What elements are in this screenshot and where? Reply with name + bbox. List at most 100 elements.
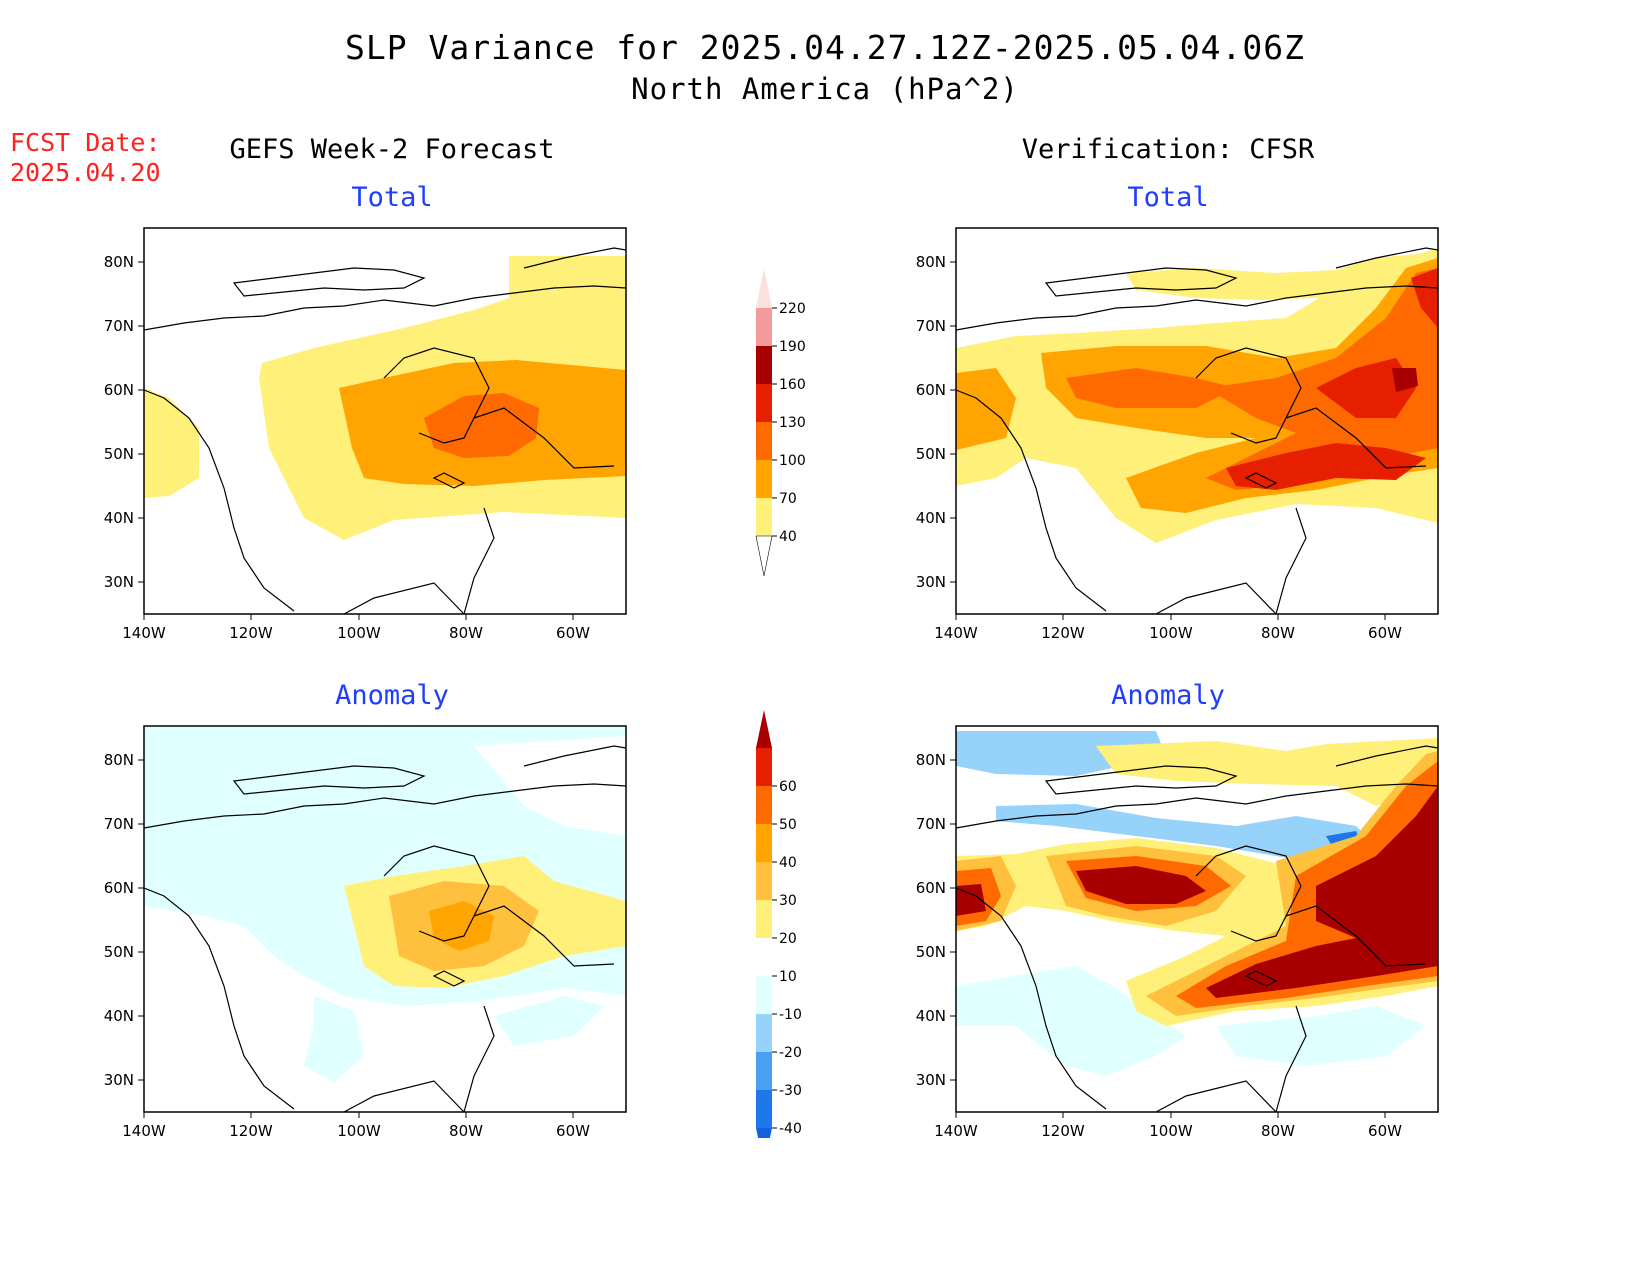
lat-label: 60N xyxy=(104,381,134,399)
colorbar-anomaly-box xyxy=(756,1052,772,1090)
lat-label: 80N xyxy=(916,751,946,769)
panel-title-verification-total: Total xyxy=(1127,182,1209,213)
colorbar-anomaly-box xyxy=(756,976,772,1014)
lon-label: 80W xyxy=(1261,1122,1295,1140)
lat-label: 60N xyxy=(916,879,946,897)
colorbar-anomaly-bottom-arrow xyxy=(756,1128,772,1138)
colorbar-anomaly-box xyxy=(756,938,772,976)
lat-label: 30N xyxy=(104,1071,134,1089)
fcst-date-label: FCST Date: xyxy=(10,128,161,157)
lat-label: 30N xyxy=(104,573,134,591)
lon-label: 120W xyxy=(229,624,273,642)
main-title: SLP Variance for 2025.04.27.12Z-2025.05.… xyxy=(345,28,1305,67)
lat-label: 70N xyxy=(916,317,946,335)
colorbar-anomaly-label: 40 xyxy=(779,855,797,871)
axes-verification-anomaly: 140W 120W 100W 80W 60W 80N 70N 60N 50N 40N 30N xyxy=(916,751,1402,1140)
lon-label: 80W xyxy=(449,624,483,642)
colorbar-total-label: 40 xyxy=(779,529,797,545)
lat-label: 60N xyxy=(104,879,134,897)
lat-label: 70N xyxy=(104,317,134,335)
colorbar-total-bottom-arrow xyxy=(755,535,773,577)
colorbar-anomaly: 60 50 40 30 20 10 -10 -20 -30 -40 xyxy=(756,710,802,1138)
colorbar-anomaly-top-arrow xyxy=(756,710,772,748)
colorbar-anomaly-label: 50 xyxy=(779,817,797,833)
colorbar-total-box xyxy=(756,308,772,346)
panel-title-forecast-total: Total xyxy=(351,182,433,213)
lat-label: 80N xyxy=(104,253,134,271)
colorbar-anomaly-box xyxy=(756,1090,772,1128)
lon-label: 140W xyxy=(934,1122,978,1140)
lon-label: 60W xyxy=(556,624,590,642)
lat-label: 30N xyxy=(916,573,946,591)
map-verification-anomaly xyxy=(955,725,1476,1136)
colorbar-total-label: 100 xyxy=(779,453,806,469)
lat-label: 50N xyxy=(104,445,134,463)
lon-label: 120W xyxy=(229,1122,273,1140)
colorbar-total-box xyxy=(756,460,772,498)
colorbar-total-label: 190 xyxy=(779,339,806,355)
lon-label: 100W xyxy=(337,624,381,642)
lon-label: 120W xyxy=(1041,1122,1085,1140)
colorbar-total-box xyxy=(756,422,772,460)
panel-title-forecast-anomaly: Anomaly xyxy=(335,680,449,711)
lat-label: 70N xyxy=(104,815,134,833)
lat-label: 30N xyxy=(916,1071,946,1089)
lon-label: 60W xyxy=(1368,624,1402,642)
colorbar-total-label: 70 xyxy=(779,491,797,507)
lat-label: 40N xyxy=(104,1007,134,1025)
lat-label: 80N xyxy=(916,253,946,271)
map-forecast-total xyxy=(143,227,664,638)
lat-label: 40N xyxy=(916,1007,946,1025)
map-verification-total xyxy=(955,227,1476,638)
colorbar-anomaly-box xyxy=(756,900,772,938)
colorbar-anomaly-label: 30 xyxy=(779,893,797,909)
lon-label: 80W xyxy=(1261,624,1295,642)
lat-label: 60N xyxy=(916,381,946,399)
colorbar-total-top-arrow xyxy=(756,268,772,308)
colorbar-total-label: 220 xyxy=(779,301,806,317)
lon-label: 140W xyxy=(122,1122,166,1140)
colorbar-total-box xyxy=(756,498,772,536)
colorbar-anomaly-box xyxy=(756,1014,772,1052)
colorbar-anomaly-label: 60 xyxy=(779,779,797,795)
colorbar-anomaly-label: 20 xyxy=(779,931,797,947)
lon-label: 100W xyxy=(1149,1122,1193,1140)
lon-label: 80W xyxy=(449,1122,483,1140)
colorbar-anomaly-box xyxy=(756,824,772,862)
colorbar-total-label: 160 xyxy=(779,377,806,393)
lon-label: 60W xyxy=(556,1122,590,1140)
panel-title-verification-anomaly: Anomaly xyxy=(1111,680,1225,711)
main-subtitle: North America (hPa^2) xyxy=(631,72,1019,106)
map-forecast-anomaly xyxy=(143,725,664,1136)
lat-label: 50N xyxy=(916,943,946,961)
axes-verification-total: 140W 120W 100W 80W 60W 80N 70N 60N 50N 40N 30N xyxy=(916,253,1402,642)
column-title-forecast: GEFS Week-2 Forecast xyxy=(229,134,555,165)
colorbar-anomaly-label: -10 xyxy=(779,1007,802,1023)
colorbar-anomaly-label: -40 xyxy=(779,1121,802,1137)
lat-label: 40N xyxy=(104,509,134,527)
fcst-date-value: 2025.04.20 xyxy=(10,158,161,187)
colorbar-anomaly-box xyxy=(756,786,772,824)
colorbar-total: 40 70 100 130 160 190 220 xyxy=(755,268,806,577)
column-title-verification: Verification: CFSR xyxy=(1021,134,1315,165)
colorbar-total-label: 130 xyxy=(779,415,806,431)
lon-label: 120W xyxy=(1041,624,1085,642)
lat-label: 70N xyxy=(916,815,946,833)
colorbar-total-box xyxy=(756,384,772,422)
lon-label: 100W xyxy=(337,1122,381,1140)
colorbar-anomaly-label: -30 xyxy=(779,1083,802,1099)
lat-label: 40N xyxy=(916,509,946,527)
lon-label: 140W xyxy=(934,624,978,642)
colorbar-anomaly-box xyxy=(756,862,772,900)
lon-label: 100W xyxy=(1149,624,1193,642)
colorbar-anomaly-label: -20 xyxy=(779,1045,802,1061)
lat-label: 50N xyxy=(916,445,946,463)
lat-label: 50N xyxy=(104,943,134,961)
lon-label: 140W xyxy=(122,624,166,642)
lon-label: 60W xyxy=(1368,1122,1402,1140)
colorbar-total-box xyxy=(756,346,772,384)
lat-label: 80N xyxy=(104,751,134,769)
colorbar-anomaly-label: 10 xyxy=(779,969,797,985)
axes-forecast-anomaly: 140W 120W 100W 80W 60W 80N 70N 60N 50N 40N 30N xyxy=(104,751,590,1140)
axes-forecast-total: 140W 120W 100W 80W 60W 80N 70N 60N 50N 40N 30N xyxy=(104,253,590,642)
